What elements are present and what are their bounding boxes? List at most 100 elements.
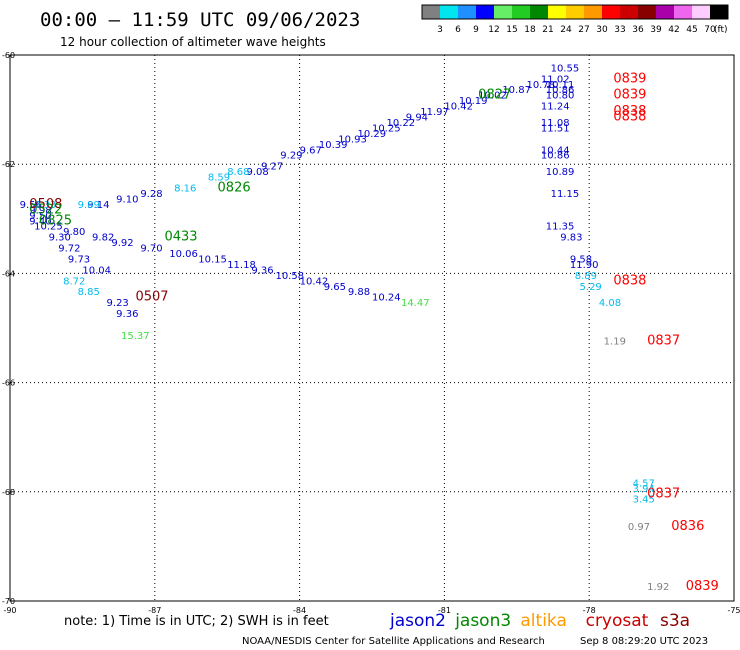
wave-height-value: 9.36 [116, 309, 138, 320]
wave-height-value: 8.16 [174, 184, 196, 195]
wave-height-value: 11.35 [546, 222, 575, 233]
colorbar-swatch [674, 5, 692, 19]
colorbar-tick-label: 21 [542, 25, 553, 35]
wave-height-value: 3.94 [633, 484, 655, 495]
graticule [10, 55, 734, 601]
colorbar-swatch [512, 5, 530, 19]
y-tick-label: -62 [2, 160, 15, 169]
color-scale-legend: 3 6 9 12 15 18 21 24 27 30 33 36 39 42 45 70 [421, 4, 729, 35]
timestamp-text: Sep 8 08:29:20 UTC 2023 [580, 636, 708, 647]
wave-height-value: 10.42 [444, 102, 473, 113]
colorbar-tick-label: 18 [524, 25, 536, 35]
y-tick-label: -68 [2, 488, 15, 497]
wave-height-value: 10.24 [372, 293, 401, 304]
wave-height-value: 9.27 [261, 162, 283, 173]
wave-height-value: 1.19 [604, 336, 626, 347]
wave-height-value: 9.10 [116, 194, 138, 205]
colorbar-unit: (ft) [714, 25, 728, 35]
wave-height-value: 9.83 [560, 233, 582, 244]
wave-height-value: 10.06 [169, 249, 198, 260]
wave-height-value: 9.50 [29, 211, 51, 222]
wave-height-value: 0.97 [628, 522, 650, 533]
wave-height-value: 9.36 [251, 265, 273, 276]
wave-height-value: 11.51 [541, 123, 570, 134]
wave-height-value: 10.87 [502, 85, 531, 96]
wave-height-value: 10.19 [459, 96, 488, 107]
colorbar-swatch [692, 5, 710, 19]
wave-height-value: 10.44 [541, 145, 570, 156]
wave-height-value: 10.86 [546, 85, 575, 96]
colorbar-swatch [584, 5, 602, 19]
wave-height-value: 10.93 [338, 134, 367, 145]
y-tick-label: -70 [2, 597, 15, 606]
track-time-label: 0825 [39, 213, 72, 228]
wave-height-value: 10.58 [275, 271, 304, 282]
wave-height-value: 9.94 [406, 113, 428, 124]
track-time-label: 0837 [647, 333, 680, 348]
wave-height-value: 9.80 [63, 227, 85, 238]
x-tick-label: -90 [3, 606, 16, 615]
track-time-label: 0838 [613, 273, 646, 288]
wave-height-value: 9.65 [324, 282, 346, 293]
track-time-label: 0839 [686, 579, 719, 594]
wave-height-value: 9.56 [20, 200, 42, 211]
x-tick-label: -78 [583, 606, 596, 615]
wave-height-value: 10.78 [526, 80, 555, 91]
wave-height-value: 9.40 [29, 216, 51, 227]
colorbar-border [421, 4, 729, 20]
colorbar-tick-label: 12 [488, 25, 499, 35]
wave-height-value: 11.08 [541, 118, 570, 129]
colorbar-tick-label: 33 [614, 25, 625, 35]
colorbar-swatch [656, 5, 674, 19]
track-time-labels: 0508052208250433050708260827083908390838… [29, 71, 719, 594]
wave-height-value: 9.82 [92, 233, 114, 244]
wave-height-value: 10.80 [546, 91, 575, 102]
page-subtitle: 12 hour collection of altimeter wave hei… [60, 35, 326, 49]
colorbar-tick-label: 24 [560, 25, 572, 35]
wave-height-value: 10.15 [198, 254, 227, 265]
wave-height-value: 8.89 [575, 271, 597, 282]
colorbar-tick-label: 42 [668, 25, 679, 35]
track-time-label: 0839 [613, 71, 646, 86]
wave-height-value: 9.67 [300, 145, 322, 156]
x-tick-label: -84 [293, 606, 306, 615]
colorbar-swatch [440, 5, 458, 19]
colorbar-tick-label: 30 [596, 25, 608, 35]
colorbar-tick-label: 39 [650, 25, 662, 35]
wave-height-value: 10.11 [546, 80, 575, 91]
wave-height-value: 4.57 [633, 478, 655, 489]
colorbar-swatch [530, 5, 548, 19]
wave-height-value: 9.70 [140, 244, 162, 255]
track-time-label: 0507 [135, 290, 168, 305]
wave-height-value: 11.97 [420, 107, 449, 118]
colorbar-swatch [548, 5, 566, 19]
wave-height-value: 10.55 [551, 63, 580, 74]
colorbar-swatch [476, 5, 494, 19]
colorbar-swatch [494, 5, 512, 19]
x-tick-label: -81 [438, 606, 451, 615]
colorbar-tick-label: 6 [455, 25, 461, 35]
wave-height-value: 9.72 [58, 244, 80, 255]
wave-height-value: 11.90 [570, 260, 599, 271]
colorbar-tick-label: 36 [632, 25, 644, 35]
colorbar-swatch [422, 5, 440, 19]
credit-text: NOAA/NESDIS Center for Satellite Applica… [242, 636, 545, 647]
colorbar-tick-label: 15 [506, 25, 517, 35]
colorbar-tick-label: 3 [437, 25, 443, 35]
wave-height-value: 9.14 [87, 200, 109, 211]
wave-height-value: 11.24 [541, 102, 570, 113]
track-time-label: 0839 [613, 88, 646, 103]
track-time-label: 0522 [29, 202, 62, 217]
y-tick-label: -66 [2, 379, 15, 388]
wave-height-value: 11.15 [551, 189, 580, 200]
wave-height-value: 9.58 [570, 254, 592, 265]
wave-height-value: 8.85 [78, 287, 100, 298]
wave-height-value: 15.37 [121, 331, 150, 342]
wave-height-value: 9.73 [68, 254, 90, 265]
wave-height-marks: 9.569.989.509.4010.259.309.729.7310.049.… [20, 63, 670, 593]
wave-height-value: 11.18 [227, 260, 256, 271]
colorbar-swatch [566, 5, 584, 19]
track-time-label: 0508 [29, 197, 62, 212]
y-tick-label: -64 [2, 269, 15, 278]
